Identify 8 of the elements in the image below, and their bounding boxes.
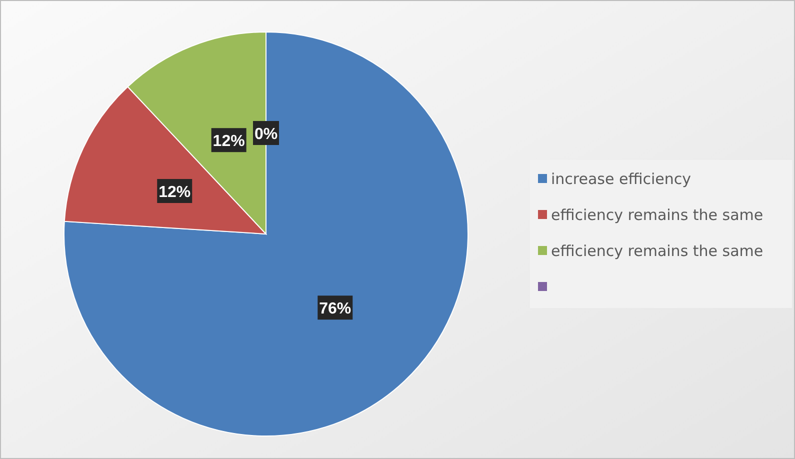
pie-slice bbox=[64, 32, 468, 436]
slice-label: increase efficiency bbox=[551, 170, 692, 188]
data-label: 76% bbox=[319, 300, 352, 318]
data-label: 12% bbox=[212, 133, 245, 150]
legend-label: efficiency remains the same bbox=[551, 242, 764, 260]
legend-label: efficiency remains the same bbox=[551, 206, 764, 224]
text: 0% bbox=[254, 126, 278, 143]
data-label: 12% bbox=[158, 184, 191, 201]
